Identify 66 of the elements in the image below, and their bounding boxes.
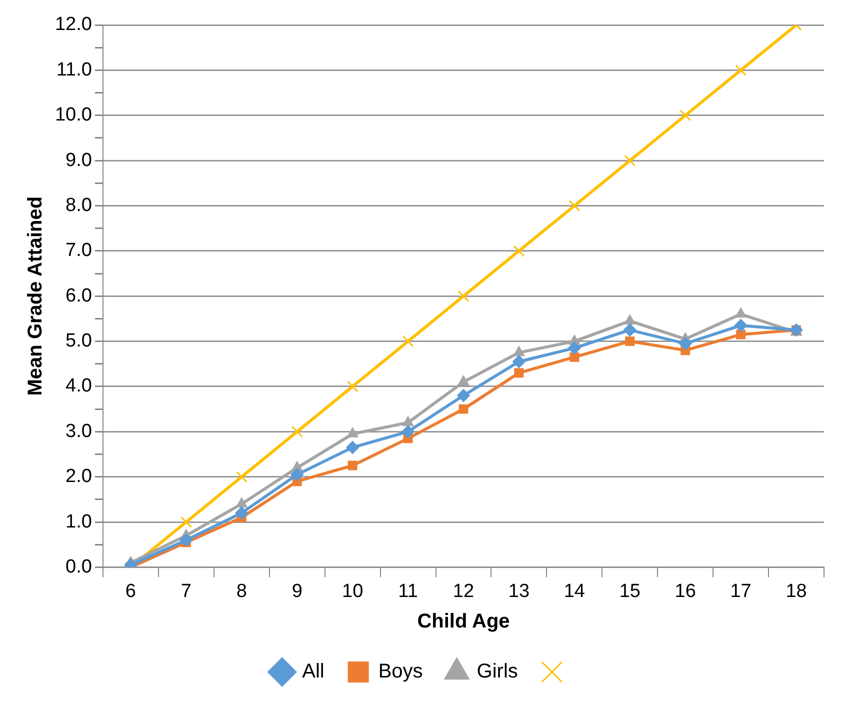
y-axis-title: Mean Grade Attained xyxy=(24,196,47,396)
y-tick-label: 4.0 xyxy=(66,376,92,397)
point xyxy=(402,336,414,347)
point xyxy=(623,323,636,336)
point xyxy=(735,308,746,318)
y-tick-label: 3.0 xyxy=(66,420,92,442)
point xyxy=(458,375,470,386)
y-tick-label: 2.0 xyxy=(66,466,92,488)
point xyxy=(568,200,580,212)
point xyxy=(736,330,746,340)
point xyxy=(458,404,468,414)
x-tick-label: 17 xyxy=(730,580,752,602)
point xyxy=(513,346,525,356)
point xyxy=(346,427,358,438)
point xyxy=(678,337,692,350)
point xyxy=(346,440,360,454)
x-tick-label: 11 xyxy=(398,580,418,602)
x-tick-label: 7 xyxy=(180,580,192,602)
point xyxy=(402,416,414,426)
x-tick-label: 16 xyxy=(674,580,696,602)
x-tick-label: 15 xyxy=(619,580,640,602)
point xyxy=(235,506,248,520)
point xyxy=(624,314,636,324)
legend-label: Girls xyxy=(476,660,518,683)
point xyxy=(513,245,525,257)
y-tick-label: 12.0 xyxy=(54,14,92,36)
point xyxy=(348,460,358,470)
point xyxy=(734,318,748,332)
x-tick-label: 18 xyxy=(786,580,807,602)
point xyxy=(625,336,635,346)
point xyxy=(680,110,692,122)
x-axis-title: Child Age xyxy=(417,610,510,633)
point xyxy=(735,64,747,76)
y-tick-label: 8.0 xyxy=(66,194,92,216)
x-tick-label: 6 xyxy=(125,580,136,602)
point xyxy=(180,534,193,547)
x-tick-label: 9 xyxy=(292,580,302,602)
point xyxy=(514,368,524,378)
point xyxy=(291,426,303,438)
legend-label: Boys xyxy=(378,660,423,683)
y-tick-label: 0.0 xyxy=(66,556,92,578)
point xyxy=(236,497,248,508)
x-tick-label: 8 xyxy=(236,580,247,602)
point xyxy=(568,342,581,355)
y-tick-label: 5.0 xyxy=(66,330,92,352)
y-tick-label: 1.0 xyxy=(66,511,92,532)
point xyxy=(180,516,192,528)
point xyxy=(236,471,248,483)
x-tick-label: 12 xyxy=(452,580,474,602)
x-tick-label: 14 xyxy=(564,580,586,602)
y-tick-label: 9.0 xyxy=(66,150,92,171)
point xyxy=(456,389,470,402)
point xyxy=(570,352,580,362)
x-tick-label: 10 xyxy=(342,580,364,602)
y-tick-label: 10.0 xyxy=(54,104,92,126)
x-tick-label: 13 xyxy=(508,580,530,602)
point xyxy=(458,290,470,302)
point xyxy=(624,154,636,166)
point xyxy=(346,380,358,392)
y-tick-label: 7.0 xyxy=(66,240,92,262)
point xyxy=(290,468,304,482)
y-tick-label: 11.0 xyxy=(56,59,92,80)
y-tick-label: 6.0 xyxy=(66,285,92,306)
point xyxy=(512,355,526,368)
point xyxy=(402,425,415,438)
legend-label: All xyxy=(302,660,324,683)
